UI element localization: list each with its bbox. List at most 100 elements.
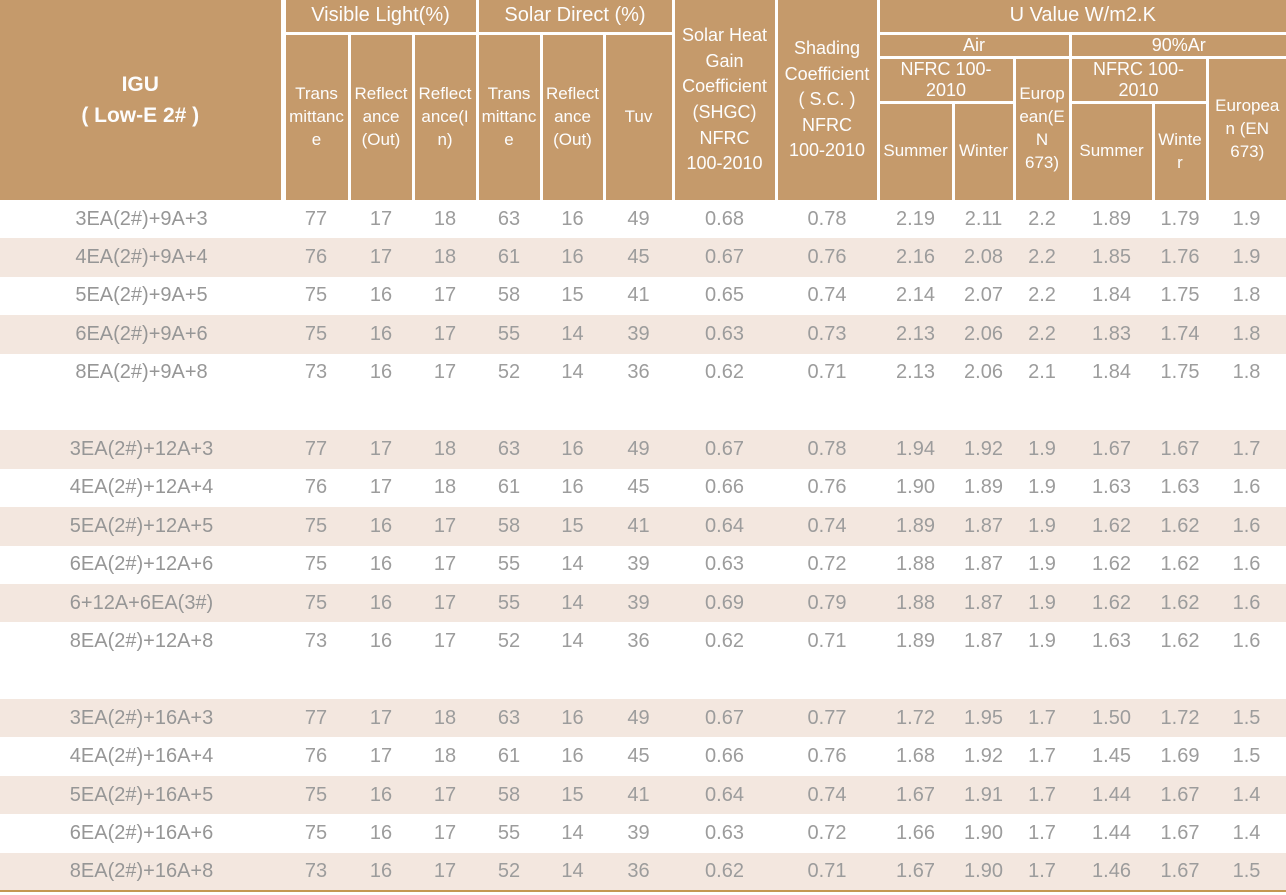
value-cell: 77 — [283, 699, 349, 738]
value-cell: 41 — [604, 775, 673, 815]
value-cell: 0.66 — [705, 745, 744, 768]
value-cell: 17 — [433, 629, 457, 652]
value-cell: 0.76 — [807, 745, 847, 768]
value-cell: 0.67 — [673, 238, 776, 277]
value-cell: 1.91 — [953, 775, 1014, 815]
value-cell: 58 — [497, 284, 521, 307]
igu-config-label: 3EA(2#)+12A+3 — [0, 430, 283, 469]
value-cell: 14 — [541, 315, 604, 354]
value-cell: 1.9 — [1014, 430, 1070, 469]
value-cell: 58 — [477, 507, 541, 546]
value-cell: 15 — [541, 507, 604, 546]
value-cell: 63 — [477, 430, 541, 469]
header-row-4: Summer Winter Summer Winter — [0, 100, 1286, 200]
value-cell: 16 — [561, 207, 584, 230]
value-cell: 1.7 — [1207, 430, 1286, 469]
value-cell: 49 — [604, 699, 673, 738]
value-cell: 1.87 — [953, 583, 1014, 623]
bottom-rule — [0, 890, 1286, 895]
value-cell: 1.7 — [1014, 699, 1070, 738]
value-cell: 1.8 — [1232, 361, 1261, 384]
value-cell: 1.7 — [1014, 852, 1070, 892]
igu-config-label: 3EA(2#)+9A+3 — [75, 207, 208, 230]
table-row: 6EA(2#)+9A+6 75 16 17 55 14 39 0.63 0.73 2.13 2.06… — [0, 315, 1286, 354]
value-cell: 17 — [369, 745, 393, 768]
value-cell: 1.85 — [1070, 238, 1153, 277]
bottom-rule-line — [0, 890, 1286, 895]
igu-config-label: 4EA(2#)+9A+4 — [0, 238, 283, 277]
value-cell: 1.67 — [1153, 775, 1207, 815]
table-row: 3EA(2#)+16A+3 77 17 18 63 16 49 0.67 0.77 1.72 1.9… — [0, 699, 1286, 738]
value-cell: 1.5 — [1232, 745, 1261, 768]
value-cell: 1.75 — [1160, 284, 1200, 307]
value-cell: 1.67 — [1153, 430, 1207, 469]
value-cell: 17 — [413, 775, 477, 815]
value-cell: 0.67 — [673, 430, 776, 469]
value-cell: 1.88 — [896, 553, 935, 576]
igu-config-label: 4EA(2#)+12A+4 — [69, 476, 214, 499]
value-cell: 1.84 — [1092, 361, 1131, 384]
value-cell: 1.8 — [1207, 315, 1286, 354]
value-cell: 17 — [433, 553, 457, 576]
value-cell: 1.9 — [1014, 507, 1070, 546]
value-cell: 1.7 — [1028, 745, 1056, 768]
value-cell: 16 — [349, 852, 413, 892]
value-cell: 55 — [497, 821, 521, 844]
value-cell: 0.62 — [673, 852, 776, 892]
value-cell: 18 — [433, 476, 457, 499]
value-cell: 17 — [433, 284, 457, 307]
igu-config-label: 5EA(2#)+12A+5 — [0, 507, 283, 546]
value-cell: 1.67 — [878, 852, 953, 892]
air-group-header: Air — [876, 31, 1072, 59]
visible-light-group-header: Visible Light(%) — [281, 0, 479, 35]
value-cell: 0.76 — [776, 238, 878, 277]
value-cell: 73 — [304, 361, 328, 384]
nfrc-air-header: NFRC 100-2010 — [876, 55, 1016, 104]
value-cell: 0.66 — [705, 476, 744, 499]
value-cell: 14 — [561, 361, 584, 384]
table-row: 8EA(2#)+9A+8 73 16 17 52 14 36 0.62 0.71 2.13 2.06… — [0, 354, 1286, 392]
value-cell: 17 — [349, 699, 413, 738]
value-cell: 14 — [561, 553, 584, 576]
value-cell: 17 — [349, 430, 413, 469]
table-footer — [0, 890, 1286, 895]
argon-summer-header: Summer — [1068, 100, 1155, 200]
value-cell: 39 — [604, 315, 673, 354]
value-cell: 1.6 — [1207, 507, 1286, 546]
value-cell: 1.7 — [1014, 775, 1070, 815]
value-cell: 16 — [349, 583, 413, 623]
european-argon-header: European (EN 673) — [1205, 55, 1286, 200]
value-cell: 0.74 — [807, 284, 847, 307]
value-cell: 2.1 — [1028, 361, 1056, 384]
value-cell: 16 — [369, 284, 393, 307]
table-row: 3EA(2#)+9A+3 77 17 18 63 16 49 0.68 0.78 2.19 2.11… — [0, 200, 1286, 238]
igu-config-label: 8EA(2#)+9A+8 — [75, 361, 208, 384]
igu-config-label: 6EA(2#)+9A+6 — [0, 315, 283, 354]
value-cell: 16 — [349, 775, 413, 815]
value-cell: 2.19 — [896, 207, 935, 230]
value-cell: 1.9 — [1028, 553, 1056, 576]
value-cell: 1.62 — [1153, 583, 1207, 623]
value-cell: 17 — [433, 821, 457, 844]
value-cell: 1.63 — [1092, 629, 1131, 652]
value-cell: 17 — [413, 583, 477, 623]
solar-transmittance-header: Transmittance — [475, 31, 543, 200]
value-cell: 75 — [304, 284, 328, 307]
value-cell: 1.5 — [1207, 852, 1286, 892]
value-cell: 16 — [349, 507, 413, 546]
value-cell: 0.76 — [807, 476, 847, 499]
value-cell: 1.92 — [953, 430, 1014, 469]
value-cell: 63 — [497, 207, 521, 230]
value-cell: 0.63 — [705, 553, 744, 576]
value-cell: 1.83 — [1070, 315, 1153, 354]
igu-subtitle: ( Low-E 2# ) — [81, 104, 200, 127]
value-cell: 16 — [541, 430, 604, 469]
value-cell: 1.9 — [1028, 476, 1056, 499]
value-cell: 16 — [369, 821, 393, 844]
visible-reflectance-in-header: Reflectance(In) — [411, 31, 479, 200]
value-cell: 1.6 — [1207, 583, 1286, 623]
value-cell: 0.62 — [705, 361, 744, 384]
value-cell: 73 — [304, 629, 328, 652]
value-cell: 2.06 — [953, 315, 1014, 354]
value-cell: 18 — [413, 699, 477, 738]
